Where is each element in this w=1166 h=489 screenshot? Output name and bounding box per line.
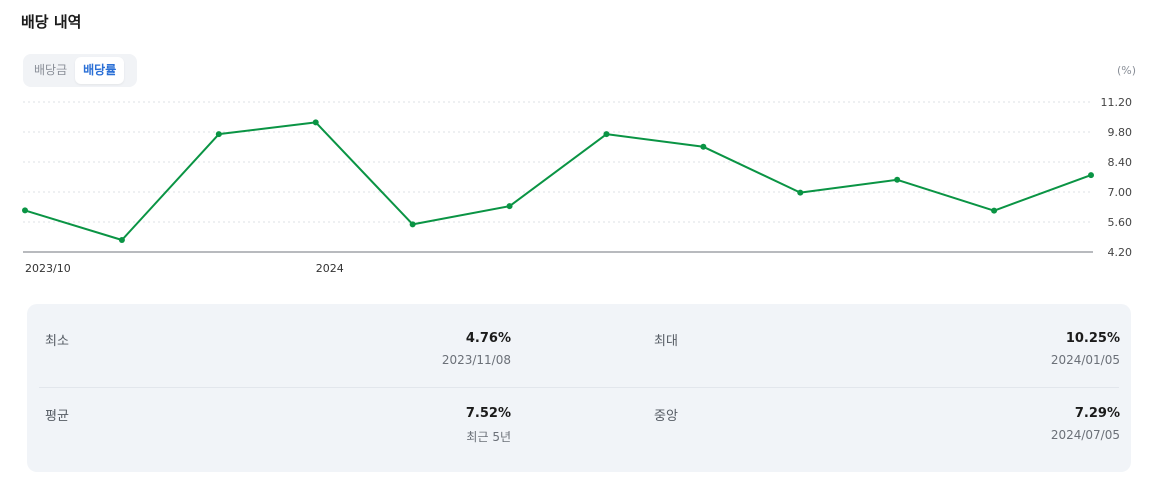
y-tick-label: 11.20 — [1101, 96, 1133, 109]
stat-avg-period: 최근 5년 — [466, 430, 511, 444]
y-axis-unit: (%) — [1117, 64, 1137, 77]
data-point[interactable] — [118, 237, 125, 243]
stat-min: 최소 4.76% 2023/11/08 — [45, 304, 511, 374]
data-point[interactable] — [22, 207, 28, 214]
data-point[interactable] — [1088, 172, 1094, 179]
x-tick-label: 2024 — [316, 262, 344, 275]
stat-min-value: 4.76% — [465, 331, 511, 346]
tab-dividend-yield[interactable]: 배당률 — [75, 57, 125, 84]
stat-median-label: 중앙 — [654, 409, 678, 424]
dividend-yield-chart: 11.20 9.80 8.40 7.00 5.60 4.20 2023/10 2024 — [22, 96, 1133, 275]
tab-dividend-amount[interactable]: 배당금 — [34, 63, 68, 77]
stat-max-value: 10.25% — [1065, 331, 1120, 346]
data-point[interactable] — [215, 131, 222, 138]
data-point[interactable] — [797, 189, 804, 196]
data-point[interactable] — [991, 207, 998, 214]
y-tick-label: 8.40 — [1108, 156, 1133, 169]
data-point[interactable] — [894, 176, 901, 183]
data-point[interactable] — [700, 143, 707, 150]
stats-panel: 최소 4.76% 2023/11/08 최대 10.25% 2024/01/05… — [27, 304, 1131, 472]
page-title: 배당 내역 — [21, 13, 82, 31]
stat-median-date: 2024/07/05 — [1050, 428, 1120, 442]
chart-mode-toggle: 배당금 배당률 — [23, 54, 137, 87]
data-point[interactable] — [603, 131, 610, 138]
stat-avg-label: 평균 — [45, 409, 69, 424]
y-tick-label: 9.80 — [1108, 126, 1133, 139]
stat-max-date: 2024/01/05 — [1050, 353, 1120, 367]
stat-median: 중앙 7.29% 2024/07/05 — [654, 379, 1120, 449]
stat-avg: 평균 7.52% 최근 5년 — [45, 379, 511, 449]
stats-divider — [39, 387, 1119, 388]
stat-median-value: 7.29% — [1074, 406, 1120, 421]
y-tick-label: 5.60 — [1108, 216, 1133, 229]
stat-max-label: 최대 — [654, 334, 678, 349]
series-line — [24, 121, 1092, 241]
y-tick-label: 4.20 — [1108, 246, 1133, 259]
data-point[interactable] — [409, 221, 416, 228]
y-tick-label: 7.00 — [1108, 186, 1133, 199]
stat-min-label: 최소 — [45, 334, 69, 349]
data-point[interactable] — [506, 203, 513, 210]
data-point[interactable] — [312, 119, 319, 126]
stat-min-date: 2023/11/08 — [441, 353, 511, 367]
stat-avg-value: 7.52% — [465, 406, 511, 421]
x-tick-label: 2023/10 — [25, 262, 71, 275]
stat-max: 최대 10.25% 2024/01/05 — [654, 304, 1120, 374]
